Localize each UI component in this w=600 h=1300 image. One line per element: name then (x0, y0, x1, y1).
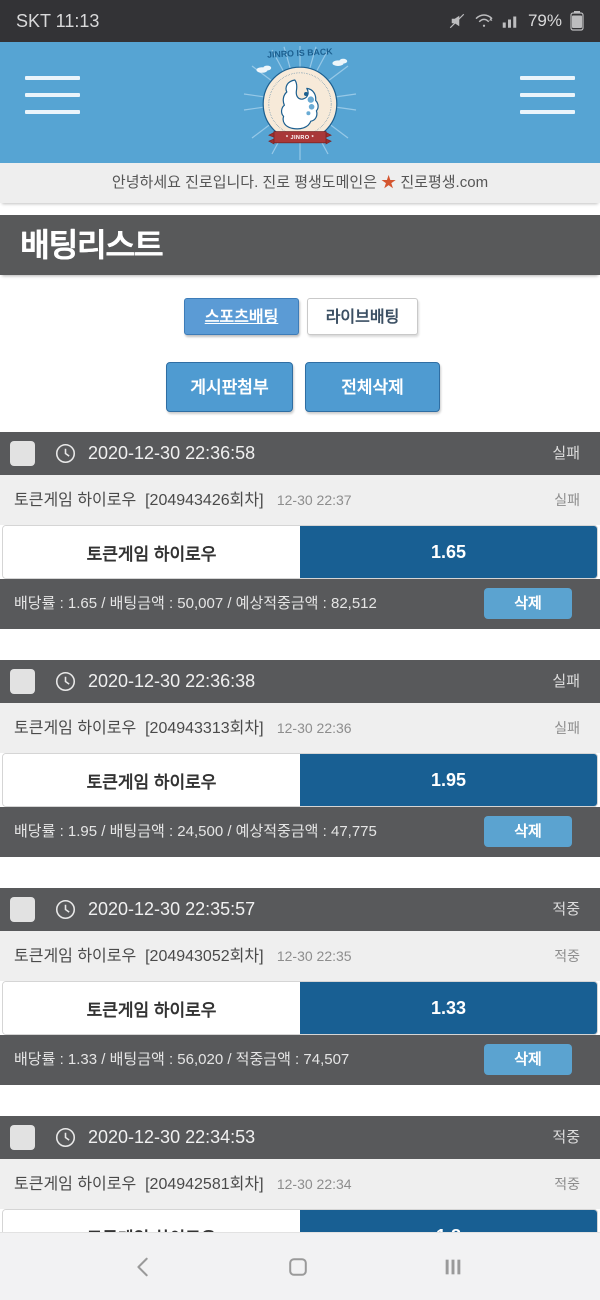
svg-text:* JINRO *: * JINRO * (286, 135, 315, 141)
